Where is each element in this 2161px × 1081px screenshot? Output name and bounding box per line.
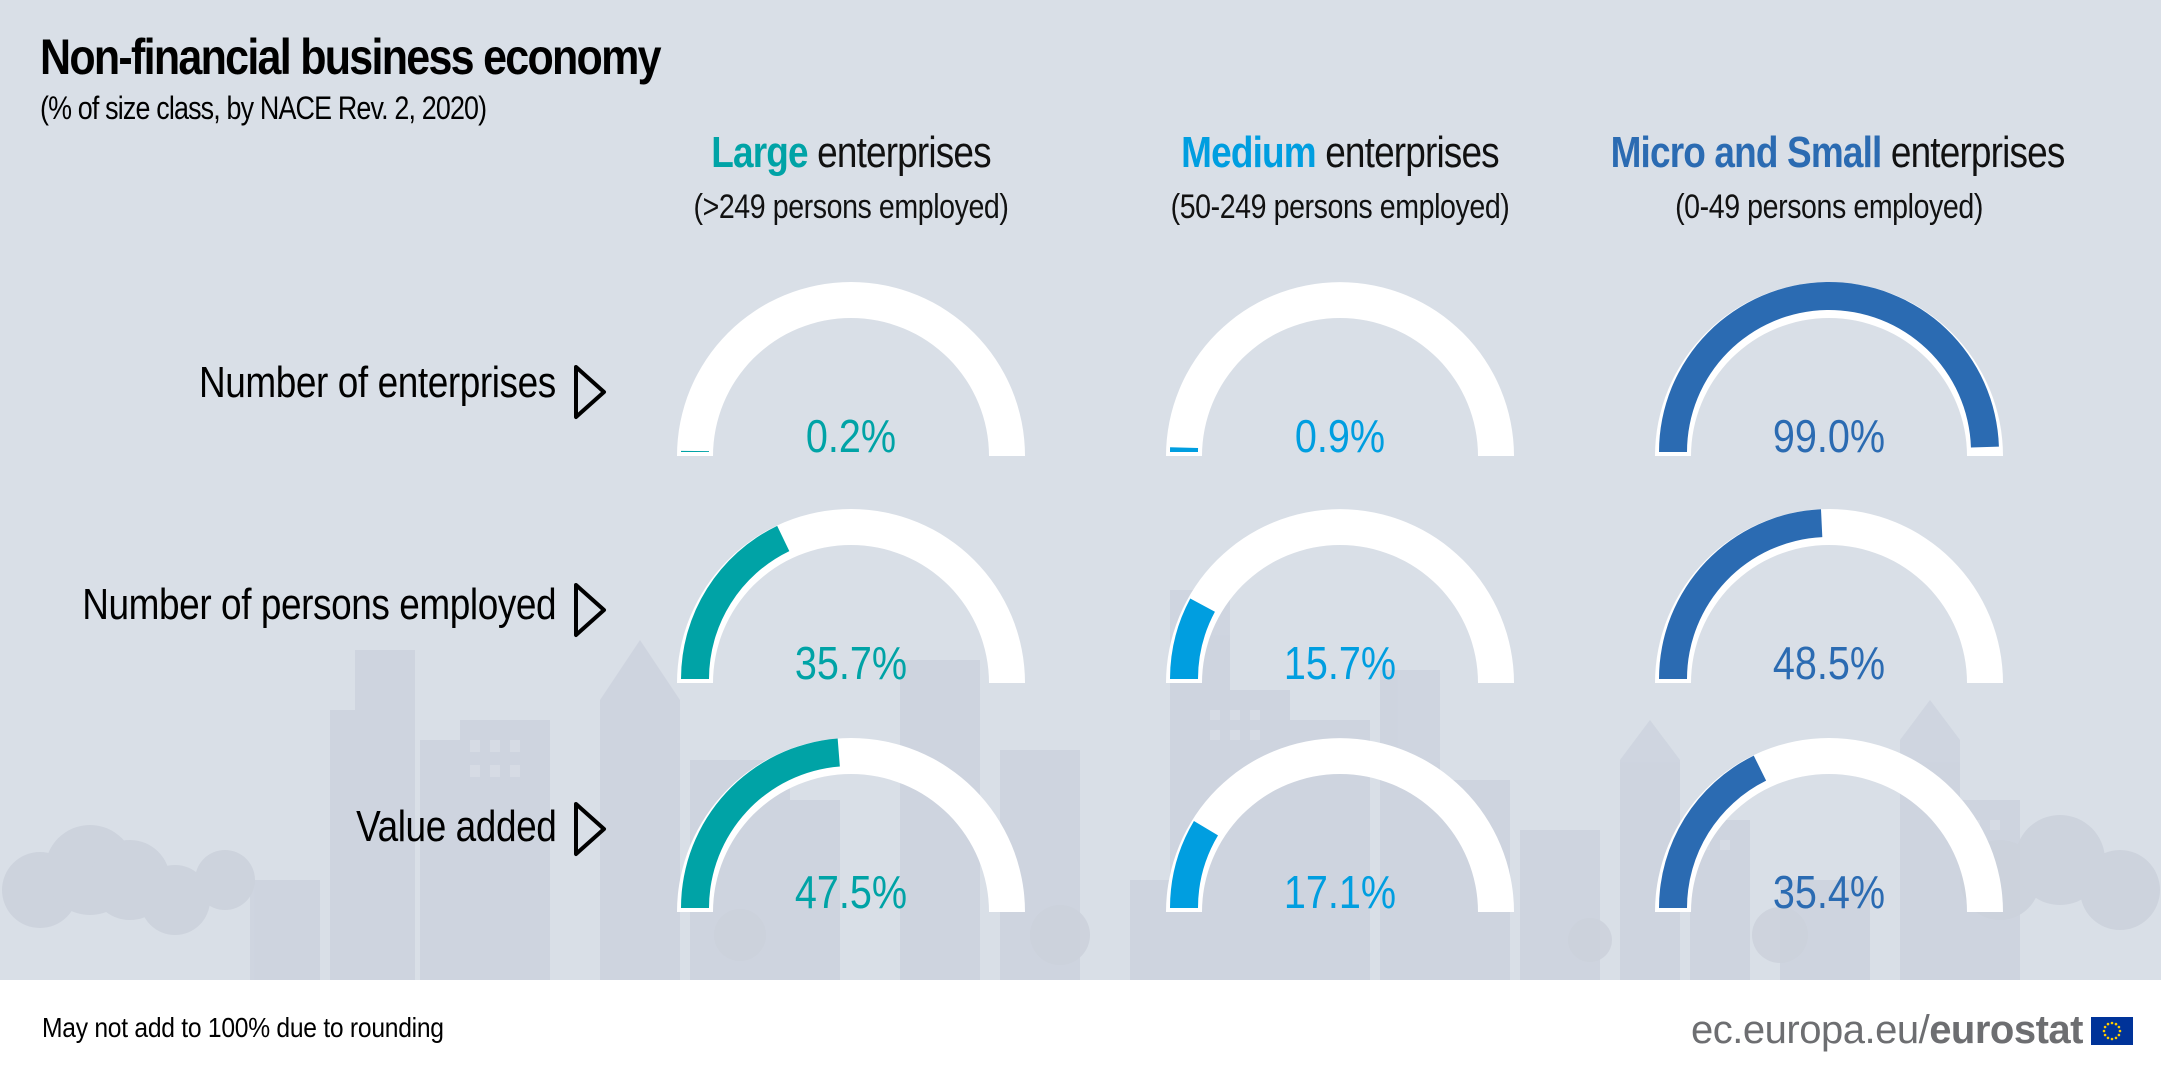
flag-star-icon xyxy=(2114,1022,2118,1025)
logo-domain: ec.europa.eu/ xyxy=(1691,1008,1930,1052)
row-label-enterprises: Number of enterprises xyxy=(199,358,556,407)
flag-star-icon xyxy=(2118,1029,2122,1032)
footnote: May not add to 100% due to rounding xyxy=(42,1012,444,1043)
gauge-value-label: 15.7% xyxy=(1284,638,1396,689)
flag-star-icon xyxy=(2117,1033,2121,1036)
gauge-value-label: 0.2% xyxy=(806,411,896,462)
gauge-fill xyxy=(681,738,840,908)
column-highlight: Medium xyxy=(1181,128,1316,177)
gauge: 48.5% xyxy=(1655,509,2003,690)
gauge: 0.9% xyxy=(1166,282,1514,463)
arrow-right-icon xyxy=(574,583,606,637)
flag-star-icon xyxy=(2103,1025,2107,1028)
gauge-track xyxy=(1166,738,1514,912)
gauge: 47.5% xyxy=(677,738,1025,919)
logo-brand: eurostat xyxy=(1929,1008,2083,1052)
gauge: 99.0% xyxy=(1655,281,2003,463)
column-header-micro-small: Micro and Small enterprises (0-49 person… xyxy=(1569,128,2089,227)
gauge: 35.7% xyxy=(677,509,1025,690)
flag-star-icon xyxy=(2110,1037,2114,1040)
column-suffix: enterprises xyxy=(1315,128,1499,177)
column-range: (50-249 persons employed) xyxy=(1170,188,1510,226)
gauge-value-label: 35.4% xyxy=(1773,867,1885,918)
gauge-value-label: 0.9% xyxy=(1295,411,1385,462)
column-suffix: enterprises xyxy=(1881,128,2065,177)
gauge-grid: 0.2% 35.7% 47.5% 0.9% 15.7% 17.1% 99.0% 48.5% 35… xyxy=(677,281,2003,919)
flag-star-icon xyxy=(2117,1025,2121,1028)
gauge-value-label: 48.5% xyxy=(1773,638,1885,689)
column-highlight: Large xyxy=(711,128,808,177)
flag-star-icon xyxy=(2103,1033,2107,1036)
column-header-medium: Medium enterprises (50-249 persons emplo… xyxy=(1080,128,1600,227)
gauge-fill xyxy=(1659,281,1999,452)
flag-star-icon xyxy=(2114,1036,2118,1039)
gauge-fill xyxy=(681,525,790,679)
page-title: Non-financial business economy xyxy=(40,29,662,85)
row-label-persons-employed: Number of persons employed xyxy=(82,580,556,629)
column-header-large: Large enterprises (>249 persons employed… xyxy=(591,128,1111,227)
gauge-track xyxy=(1166,509,1514,683)
eu-flag-icon xyxy=(2091,1016,2133,1045)
column-highlight: Micro and Small xyxy=(1610,128,1883,177)
gauge-fill xyxy=(681,450,710,452)
column-range: (>249 persons employed) xyxy=(693,188,1009,226)
flag-star-icon xyxy=(2106,1036,2110,1039)
gauge-fill xyxy=(1659,755,1767,908)
gauge: 15.7% xyxy=(1166,509,1514,690)
page-subtitle: (% of size class, by NACE Rev. 2, 2020) xyxy=(40,90,487,126)
gauge-value-label: 47.5% xyxy=(795,867,907,918)
column-suffix: enterprises xyxy=(807,128,991,177)
row-label-value-added: Value added xyxy=(355,802,557,851)
flag-star-icon xyxy=(2110,1021,2114,1024)
gauge-track xyxy=(1166,282,1514,456)
flag-star-icon xyxy=(2106,1022,2110,1025)
eurostat-logo[interactable]: ec.europa.eu/eurostat xyxy=(1691,1008,2133,1053)
gauge-fill xyxy=(1170,598,1215,679)
flag-star-icon xyxy=(2102,1029,2106,1032)
gauge: 0.2% xyxy=(677,282,1025,463)
gauge-fill xyxy=(1170,447,1199,452)
arrow-right-icon xyxy=(574,365,606,419)
gauge-value-label: 99.0% xyxy=(1773,411,1885,462)
gauge-fill xyxy=(1170,821,1219,908)
arrow-right-icon xyxy=(574,802,606,856)
gauge-track xyxy=(677,282,1025,456)
column-range: (0-49 persons employed) xyxy=(1675,188,1983,226)
gauge-value-label: 17.1% xyxy=(1284,867,1396,918)
gauge-fill xyxy=(1659,509,1823,679)
infographic-canvas: Non-financial business economy (% of siz… xyxy=(0,0,2161,980)
gauge: 17.1% xyxy=(1166,738,1514,919)
gauge-value-label: 35.7% xyxy=(795,638,907,689)
city-skyline-background xyxy=(2,590,2160,980)
gauge: 35.4% xyxy=(1655,738,2003,919)
